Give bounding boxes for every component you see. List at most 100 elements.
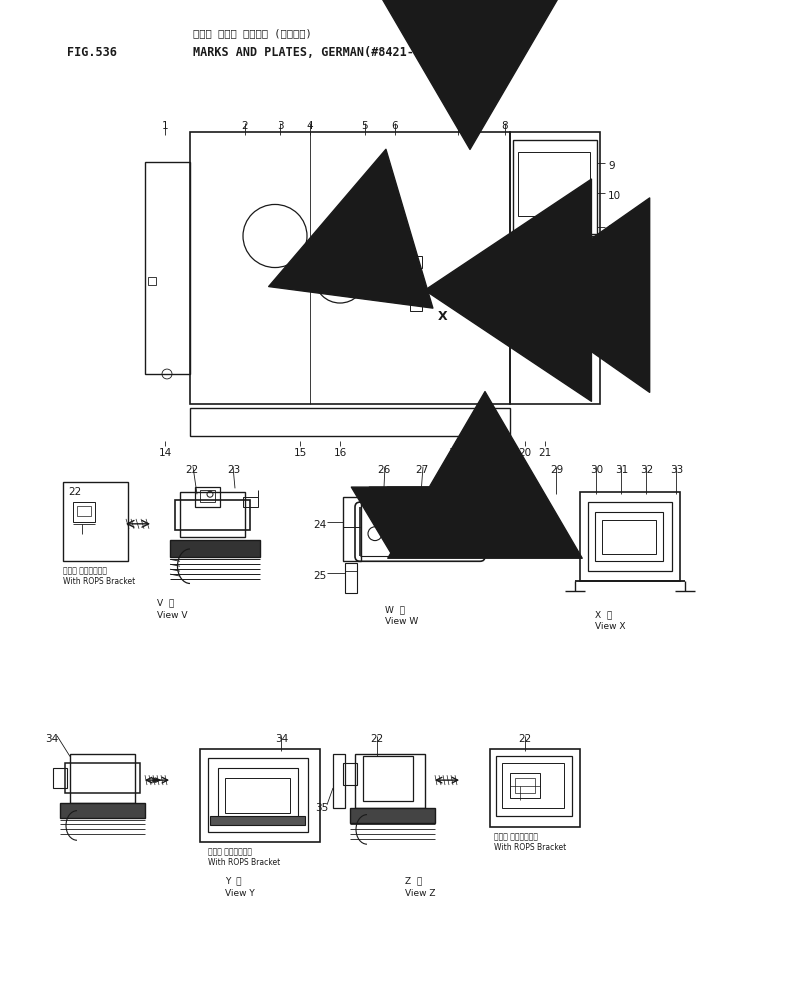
Text: 35: 35 — [315, 803, 328, 813]
Bar — [343, 497, 361, 562]
Bar — [70, 754, 135, 803]
Bar — [53, 768, 67, 788]
Bar — [350, 808, 435, 823]
Text: With ROPS Bracket: With ROPS Bracket — [208, 858, 280, 867]
Bar — [200, 749, 320, 843]
Bar — [522, 293, 530, 301]
Text: View Y: View Y — [225, 888, 255, 897]
Bar — [208, 758, 308, 833]
Text: 29: 29 — [550, 465, 563, 475]
Text: 22: 22 — [68, 487, 81, 497]
Text: Y: Y — [550, 289, 559, 302]
Text: 30: 30 — [590, 465, 603, 475]
Text: X  視: X 視 — [595, 611, 612, 620]
Bar — [148, 278, 156, 285]
Text: 9: 9 — [608, 161, 615, 171]
Text: 8: 8 — [502, 121, 508, 130]
Bar — [210, 816, 305, 826]
Text: View Z: View Z — [405, 888, 436, 897]
Bar — [518, 246, 590, 310]
Bar — [496, 757, 572, 816]
Text: 26: 26 — [377, 465, 391, 475]
Text: W: W — [460, 285, 473, 298]
Text: FIG.536: FIG.536 — [67, 46, 117, 59]
Bar — [410, 278, 422, 289]
Text: 15: 15 — [294, 448, 307, 458]
Bar — [502, 763, 564, 808]
Text: 22: 22 — [370, 734, 383, 744]
Bar — [145, 162, 190, 374]
Text: 25: 25 — [313, 571, 326, 581]
Bar — [355, 754, 425, 808]
Bar — [345, 564, 357, 593]
Bar — [513, 236, 597, 320]
Text: 23: 23 — [227, 465, 240, 475]
Text: 34: 34 — [45, 734, 58, 744]
Bar — [515, 778, 535, 793]
Text: V  視: V 視 — [157, 599, 174, 608]
Bar — [63, 482, 128, 562]
Text: W  視: W 視 — [385, 606, 405, 615]
Bar — [243, 497, 258, 507]
Bar — [588, 502, 672, 571]
Text: マーク オヨビ プレート (ドイツゴ): マーク オヨビ プレート (ドイツゴ) — [193, 28, 312, 38]
Bar — [170, 540, 260, 558]
Bar — [510, 132, 600, 403]
Bar — [200, 490, 215, 502]
Bar — [60, 803, 145, 818]
Bar — [513, 140, 597, 234]
Text: Z  視: Z 視 — [405, 876, 422, 885]
Text: Z: Z — [480, 420, 489, 433]
Bar — [410, 299, 422, 311]
Text: 5: 5 — [361, 121, 368, 130]
Bar — [363, 757, 413, 801]
Bar — [510, 773, 540, 798]
Text: 14: 14 — [159, 448, 172, 458]
Text: 27: 27 — [415, 465, 428, 475]
Text: 24: 24 — [313, 520, 326, 530]
Text: 31: 31 — [615, 465, 628, 475]
Text: 3: 3 — [277, 121, 283, 130]
Bar — [595, 512, 663, 562]
Text: ロプス ブラケット付: ロプス ブラケット付 — [208, 848, 252, 857]
Text: 21: 21 — [538, 448, 552, 458]
Text: 16: 16 — [334, 448, 346, 458]
Text: 7: 7 — [454, 121, 462, 130]
Text: ロプス ブラケット付: ロプス ブラケット付 — [63, 566, 107, 576]
Bar — [602, 520, 656, 555]
Text: 34: 34 — [275, 734, 288, 744]
Text: X: X — [438, 310, 447, 323]
Text: 19: 19 — [493, 448, 507, 458]
Bar — [518, 152, 590, 216]
Text: 1: 1 — [162, 121, 168, 130]
Text: 12: 12 — [608, 260, 621, 270]
Text: V: V — [464, 120, 473, 132]
Bar — [490, 749, 580, 828]
Text: 20: 20 — [518, 448, 532, 458]
Text: 6: 6 — [391, 121, 398, 130]
Text: 10: 10 — [608, 190, 621, 200]
Bar — [195, 487, 220, 507]
Bar — [190, 132, 510, 403]
Bar — [343, 763, 357, 785]
Bar — [522, 278, 530, 285]
Text: View X: View X — [595, 622, 626, 631]
Bar — [175, 500, 250, 530]
Text: 33: 33 — [670, 465, 683, 475]
Text: With ROPS Bracket: With ROPS Bracket — [63, 577, 135, 586]
Bar — [333, 754, 345, 808]
Text: 28: 28 — [450, 465, 463, 475]
Bar — [410, 256, 422, 268]
Bar — [218, 768, 298, 823]
Text: 22: 22 — [185, 465, 198, 475]
Text: 18: 18 — [470, 448, 484, 458]
Bar — [73, 502, 95, 522]
Bar — [77, 506, 91, 516]
Text: 2: 2 — [241, 121, 249, 130]
Text: 13: 13 — [608, 320, 621, 330]
Text: Y  視: Y 視 — [225, 876, 241, 885]
Bar — [65, 763, 140, 793]
Text: 22: 22 — [518, 734, 531, 744]
Text: ロプス ブラケット付: ロプス ブラケット付 — [494, 833, 538, 842]
Bar — [522, 246, 530, 254]
